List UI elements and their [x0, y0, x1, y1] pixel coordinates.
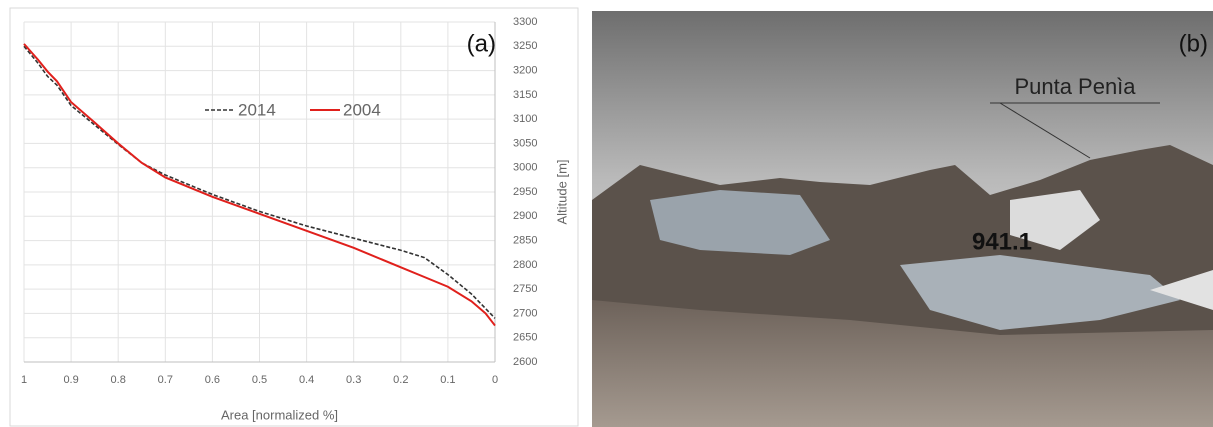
x-tick-label: 0.4: [299, 374, 314, 386]
x-tick-label: 1: [21, 374, 27, 386]
y-tick-label: 3200: [513, 64, 537, 76]
y-tick-label: 3250: [513, 40, 537, 52]
y-axis-label: Altitude [m]: [554, 159, 569, 224]
y-tick-label: 2600: [513, 356, 537, 368]
y-tick-label: 3100: [513, 113, 537, 125]
x-tick-label: 0.5: [252, 374, 267, 386]
x-tick-label: 0.3: [346, 374, 361, 386]
y-tick-label: 2800: [513, 259, 537, 271]
x-tick-label: 0.6: [205, 374, 220, 386]
x-tick-label: 0.1: [440, 374, 455, 386]
y-tick-label: 3300: [513, 16, 537, 28]
x-tick-label: 0.2: [393, 374, 408, 386]
x-tick-label: 0.9: [63, 374, 78, 386]
y-tick-label: 3150: [513, 89, 537, 101]
panel-label: (b): [1179, 30, 1208, 57]
y-tick-label: 2700: [513, 307, 537, 319]
y-tick-label: 2900: [513, 210, 537, 222]
legend-label: 2004: [343, 100, 381, 119]
photo: Punta Penìa 941.1 (b): [592, 11, 1213, 427]
x-tick-label: 0.8: [111, 374, 126, 386]
value-label: 941.1: [972, 228, 1032, 255]
panel-label: (a): [467, 30, 496, 57]
legend-label: 2014: [238, 100, 276, 119]
y-tick-label: 3000: [513, 162, 537, 174]
y-tick-label: 2650: [513, 332, 537, 344]
y-tick-label: 2750: [513, 283, 537, 295]
y-tick-label: 2950: [513, 186, 537, 198]
x-axis-label: Area [normalized %]: [221, 407, 338, 422]
x-tick-label: 0.7: [158, 374, 173, 386]
figure: 2600 2650 2700 2750 2800 2850 2900 2950 3000 3050…: [0, 0, 1213, 427]
peak-label: Punta Penìa: [1014, 74, 1136, 99]
x-tick-label: 0: [492, 374, 498, 386]
y-tick-label: 2850: [513, 234, 537, 246]
y-tick-label: 3050: [513, 137, 537, 149]
